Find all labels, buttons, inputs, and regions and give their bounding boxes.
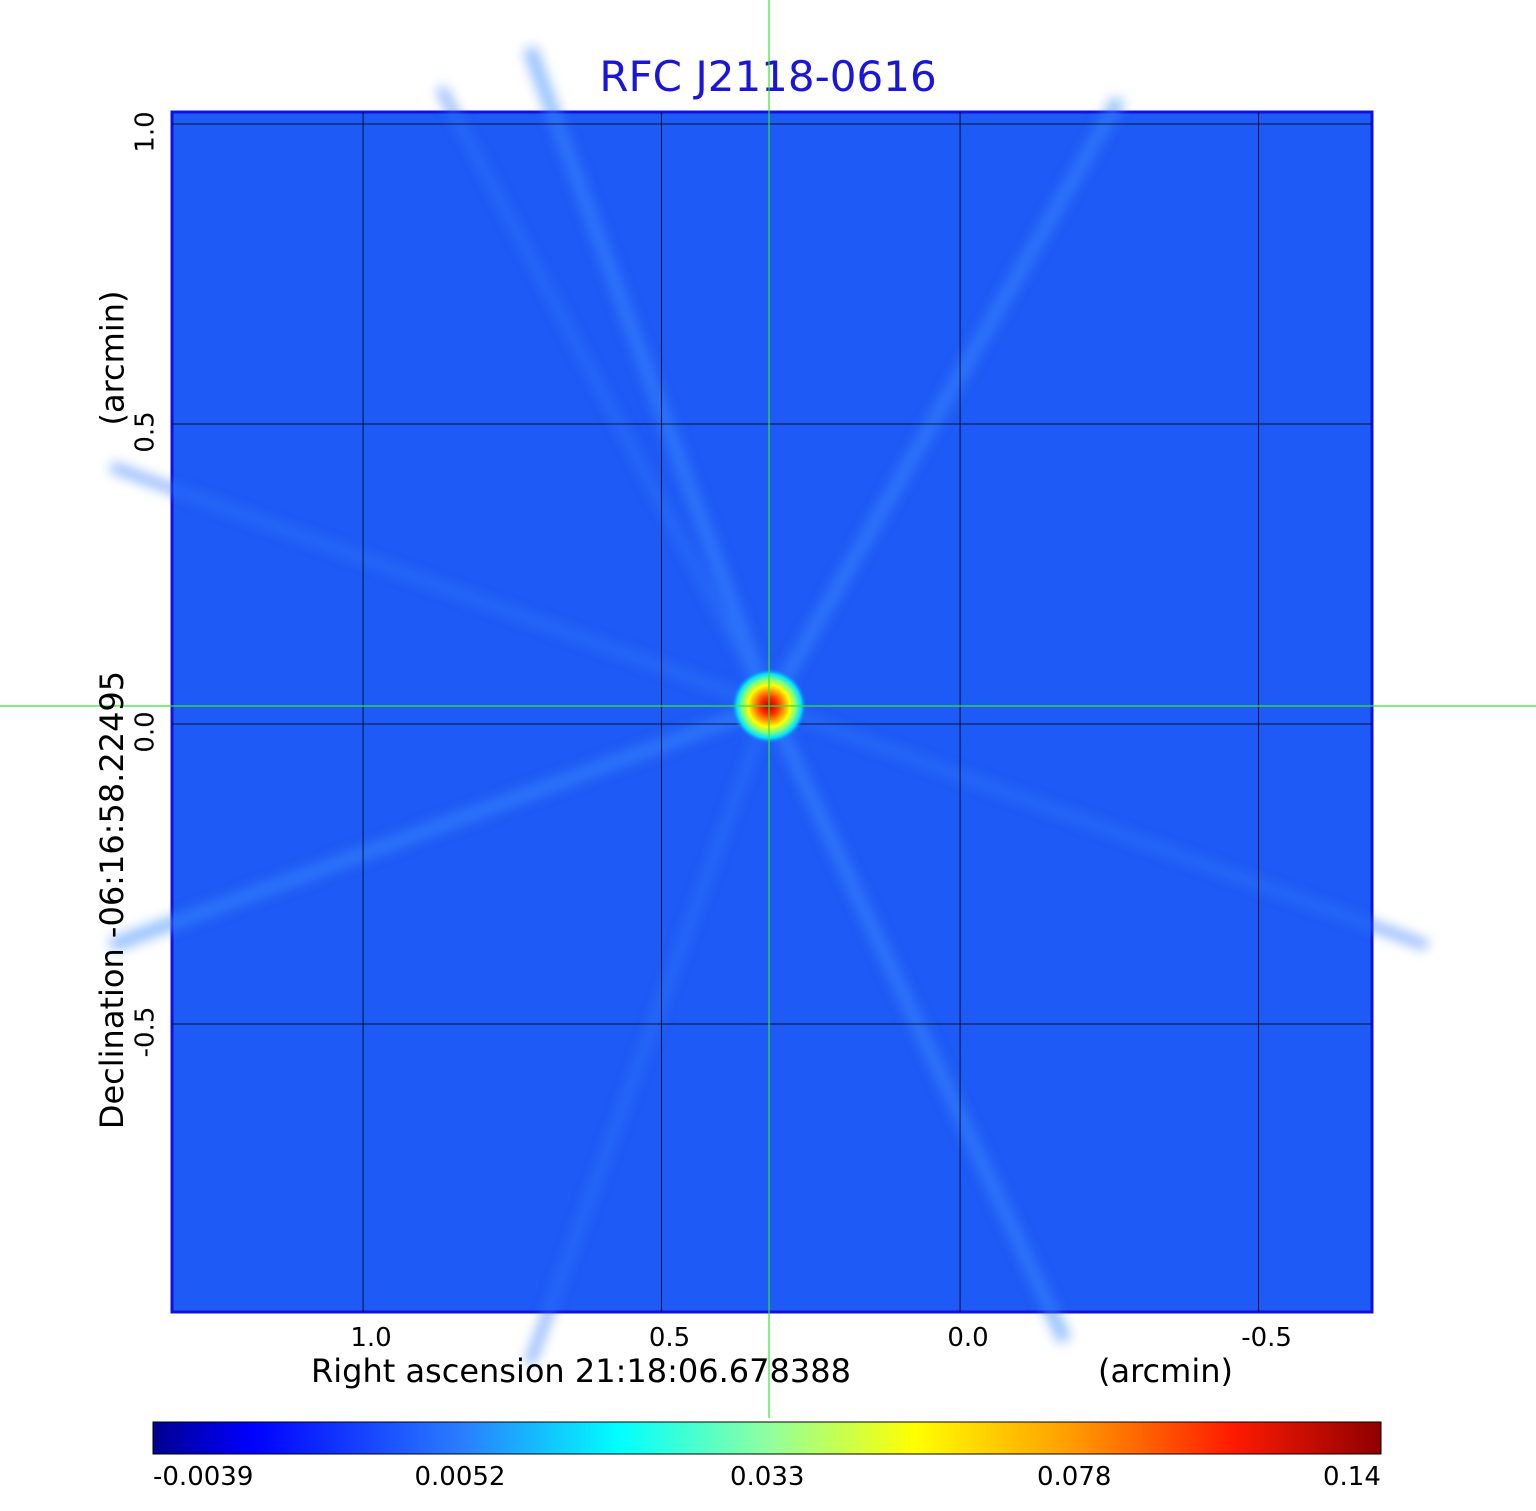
- sidelobe-streaks: [108, 45, 1429, 1366]
- sidelobe-streak: [523, 45, 776, 709]
- chart-title: RFC J2118-0616: [599, 52, 937, 101]
- x-tick-label: 0.5: [648, 1323, 691, 1353]
- y-tick-label: 0.0: [130, 711, 161, 753]
- y-axis-unit: (arcmin): [92, 290, 131, 426]
- sidelobe-streak: [762, 96, 1126, 710]
- colorbar-tick-label: 0.078: [1037, 1462, 1112, 1492]
- sidelobe-streak: [108, 699, 772, 952]
- colorbar: [152, 1421, 1382, 1455]
- sidelobe-streak: [762, 703, 1072, 1344]
- x-tick-label: 0.0: [947, 1323, 989, 1353]
- colorbar-tick-label: 0.033: [730, 1462, 805, 1492]
- colorbar-tick-label: 0.14: [1323, 1462, 1381, 1492]
- y-tick-label: 0.5: [130, 411, 161, 453]
- y-tick-label: -0.5: [129, 1006, 160, 1058]
- colorbar-tick-label: -0.0039: [153, 1462, 254, 1492]
- colorbar-tick-label: 0.0052: [414, 1462, 506, 1492]
- x-axis-unit: (arcmin): [1098, 1352, 1233, 1390]
- sidelobe-streak: [524, 704, 774, 1366]
- sidelobe-streak: [767, 701, 1429, 951]
- y-tick-label: 1.0: [130, 111, 161, 153]
- y-axis-label: Declination -06:16:58.22495: [93, 670, 132, 1130]
- x-tick-label: 1.0: [350, 1323, 392, 1353]
- sidelobe-streak: [435, 85, 774, 709]
- x-axis-label: Right ascension 21:18:06.678388: [311, 1352, 851, 1390]
- x-tick-label: -0.5: [1241, 1323, 1292, 1353]
- sidelobe-streak: [109, 461, 771, 711]
